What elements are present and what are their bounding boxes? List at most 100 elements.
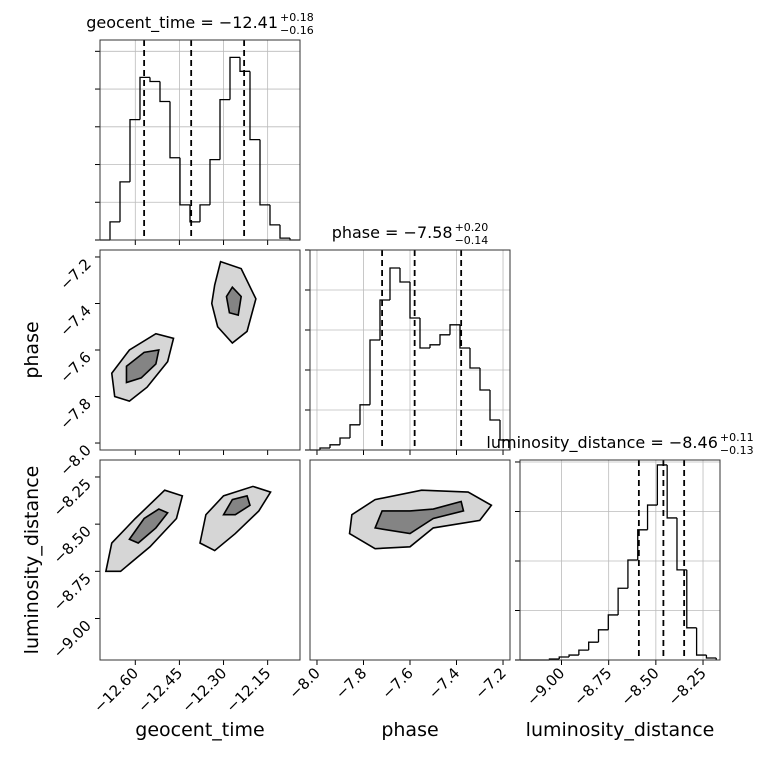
x-tick-label: −12.15 <box>222 664 274 716</box>
histogram-bin <box>399 268 410 283</box>
histogram-bin <box>646 504 658 530</box>
axes-frame <box>99 39 301 241</box>
x-tick-label: −8.25 <box>665 664 710 709</box>
x-tick-label: −8.50 <box>617 664 662 709</box>
histogram-bin <box>209 158 220 205</box>
histogram-bin <box>419 318 430 349</box>
axes-frame <box>309 459 511 661</box>
contour <box>125 349 160 384</box>
title-lower: −0.16 <box>280 24 314 37</box>
title-upper: +0.18 <box>280 11 314 24</box>
axes-frame <box>519 459 721 661</box>
axes-frame <box>309 249 511 451</box>
histogram-bin <box>429 344 440 348</box>
y-tick-label: −8.25 <box>50 475 95 520</box>
histogram-bin <box>705 655 717 659</box>
histogram-bin <box>695 627 707 656</box>
histogram-bin <box>149 77 160 83</box>
histogram-bin <box>219 98 230 160</box>
histogram-bin <box>489 390 500 421</box>
panel-title: luminosity_distance = −8.46 <box>486 433 717 453</box>
histogram-bin <box>617 587 628 615</box>
x-tick-label: −8.75 <box>570 664 615 709</box>
x-tick-label: −12.45 <box>134 664 186 716</box>
histogram-bin <box>339 437 350 445</box>
y-axis-label: luminosity_distance <box>21 466 43 655</box>
x-tick-label: −7.2 <box>471 664 509 702</box>
histogram-bin <box>359 404 370 425</box>
title-lower: −0.14 <box>455 234 489 247</box>
x-tick-label: −7.4 <box>425 664 463 702</box>
histogram-bin <box>676 517 687 571</box>
histogram-bin <box>239 57 250 72</box>
contour <box>348 489 493 550</box>
histogram-bin <box>607 614 619 630</box>
histogram-bin <box>459 324 470 349</box>
histogram-bin <box>159 81 170 103</box>
x-tick-label: −7.8 <box>332 664 370 702</box>
histogram-bin <box>558 656 570 660</box>
histogram-bin <box>139 76 150 120</box>
histogram-bin <box>499 420 510 441</box>
histogram-bin <box>129 118 140 182</box>
contour <box>225 285 243 317</box>
x-axis-label: phase <box>381 719 438 741</box>
y-tick-label: −7.8 <box>56 395 94 433</box>
histogram-bin <box>637 529 648 560</box>
x-axis-label: geocent_time <box>135 719 264 741</box>
contour <box>222 494 251 516</box>
x-tick-label: −12.30 <box>178 664 230 716</box>
histogram-bin <box>578 649 589 656</box>
histogram-bin <box>249 71 260 141</box>
histogram-bin <box>189 204 200 223</box>
contour <box>199 485 272 552</box>
histogram-bin <box>379 299 390 340</box>
panel-title: phase = −7.58 <box>332 223 453 242</box>
histogram-bin <box>409 282 420 319</box>
y-tick-label: −9.00 <box>50 617 95 662</box>
y-tick-label: −8.50 <box>50 522 95 567</box>
histogram-bin <box>179 157 190 206</box>
title-upper: +0.20 <box>455 221 489 234</box>
histogram-bin <box>269 204 280 226</box>
contour <box>210 260 257 345</box>
histogram-bin <box>439 334 450 345</box>
histogram-bin <box>479 368 490 391</box>
title-lower: −0.13 <box>720 444 754 457</box>
histogram-bin <box>199 204 210 222</box>
x-tick-label: −7.6 <box>378 664 416 702</box>
histogram-bin <box>229 56 240 100</box>
axes-frame <box>99 249 301 451</box>
histogram-bin <box>588 641 599 651</box>
axes-frame <box>99 459 301 661</box>
histogram-bin <box>369 339 380 405</box>
title-upper: +0.11 <box>720 431 754 444</box>
histogram-bin <box>597 629 609 643</box>
x-tick-label: −12.60 <box>90 664 142 716</box>
histogram-bin <box>349 424 360 438</box>
panel-title: geocent_time = −12.41 <box>86 13 278 33</box>
x-tick-label: −9.00 <box>523 664 568 709</box>
histogram-bin <box>686 569 697 629</box>
histogram-bin <box>259 139 270 206</box>
y-axis-label: phase <box>21 321 43 378</box>
contour <box>128 508 169 544</box>
histogram-bin <box>627 559 638 589</box>
histogram-bin <box>279 224 290 239</box>
histogram-bin <box>469 348 480 369</box>
x-axis-label: luminosity_distance <box>526 719 715 741</box>
histogram-bin <box>666 464 677 519</box>
histogram-bin <box>119 181 130 222</box>
histogram-bin <box>329 444 340 448</box>
histogram-bin <box>568 654 579 658</box>
histogram-bin <box>169 101 180 159</box>
histogram-bin <box>389 267 400 300</box>
histogram-bin <box>109 221 120 240</box>
x-tick-label: −8.0 <box>285 664 323 702</box>
contour <box>373 500 465 535</box>
histogram-bin <box>319 447 330 450</box>
y-tick-label: −8.0 <box>56 441 94 479</box>
histogram-bin <box>449 324 460 335</box>
histogram-bin <box>656 464 668 506</box>
